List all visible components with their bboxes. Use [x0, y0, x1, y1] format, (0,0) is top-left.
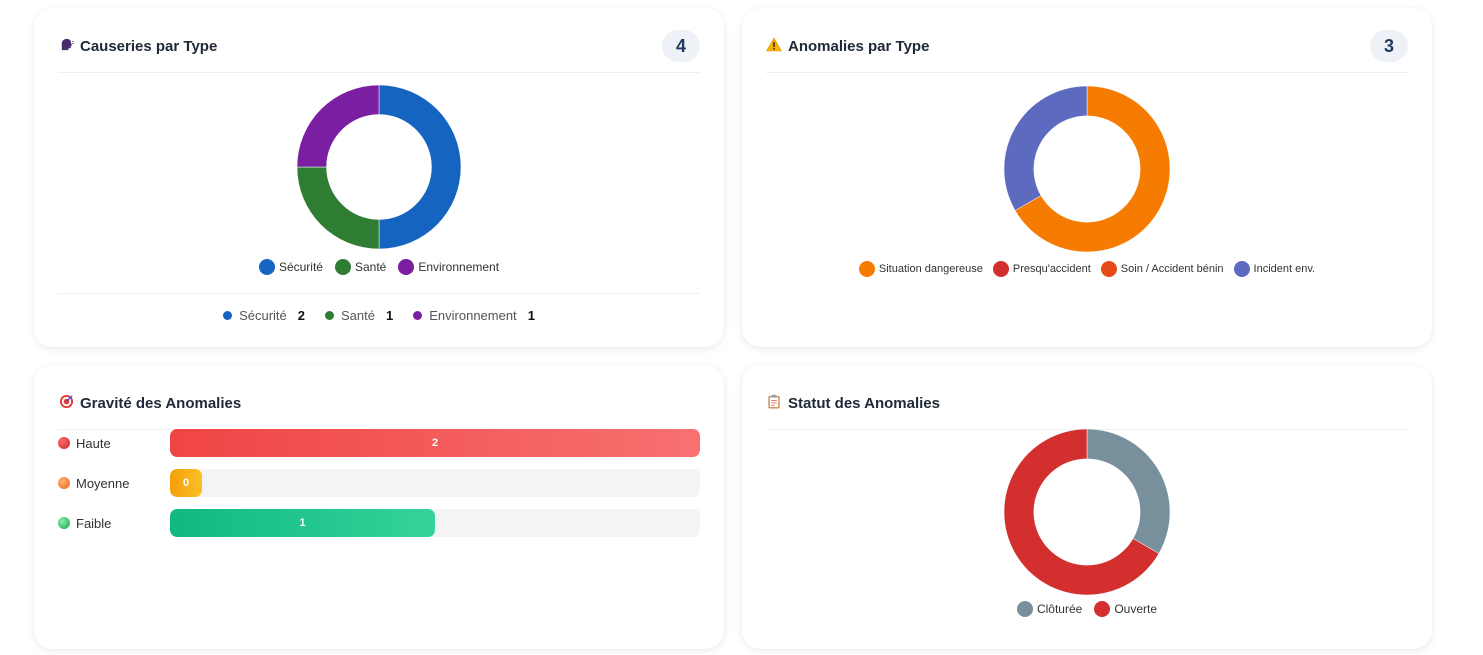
legend-item[interactable]: Situation dangereuse — [858, 261, 983, 277]
legend-dot — [258, 259, 275, 275]
severity-row-faible: Faible 1 — [58, 509, 700, 537]
legend-item[interactable]: Environnement — [398, 259, 499, 275]
severity-bar-track: 2 — [170, 429, 700, 457]
green-circle-icon — [58, 517, 70, 529]
chart-legend: Sécurité Santé Environnement — [34, 259, 724, 275]
card-title: Gravité des Anomalies — [80, 394, 242, 412]
donut-chart-anomalies-type — [1003, 85, 1171, 253]
causeries-summary: Sécurité 2 Santé 1 Environnement 1 — [34, 308, 724, 323]
severity-bar-track: 1 — [170, 509, 700, 537]
legend-dot — [334, 259, 351, 275]
legend-item[interactable]: Soin / Accident bénin — [1100, 261, 1224, 277]
card-title: Anomalies par Type — [788, 37, 930, 55]
legend-item[interactable]: Ouverte — [1094, 601, 1157, 617]
statut-card: Statut des Anomalies Clôturée Ouverte — [742, 365, 1432, 649]
donut-slice-ouverte[interactable] — [1003, 428, 1160, 596]
clipboard-icon — [766, 394, 782, 412]
card-title: Statut des Anomalies — [788, 394, 940, 412]
legend-item[interactable]: Sécurité — [258, 259, 323, 275]
causeries-header: Causeries par Type 4 — [58, 28, 700, 73]
divider — [58, 293, 700, 294]
card-title: Causeries par Type — [80, 37, 218, 55]
summary-item: Sécurité 2 — [223, 308, 305, 323]
severity-bar-track: 0 — [170, 469, 700, 497]
severity-row-moyenne: Moyenne 0 — [58, 469, 700, 497]
donut-slice-sécurité[interactable] — [378, 84, 462, 250]
count-badge: 3 — [1370, 30, 1408, 62]
legend-dot — [398, 259, 415, 275]
donut-slice-clôturée[interactable] — [1086, 428, 1171, 554]
legend-item[interactable]: Clôturée — [1016, 601, 1082, 617]
orange-circle-icon — [58, 477, 70, 489]
gravite-card: Gravité des Anomalies Haute 2 Moyenne 0 … — [34, 365, 724, 649]
severity-bar-haute: 2 — [170, 429, 700, 457]
causeries-card: Causeries par Type 4 Sécurité Santé Envi… — [34, 8, 724, 347]
donut-slice-environnement[interactable] — [296, 84, 380, 168]
legend-dot — [1100, 261, 1117, 277]
gravite-header: Gravité des Anomalies — [58, 385, 700, 430]
red-circle-icon — [58, 437, 70, 449]
anomalies-type-header: Anomalies par Type 3 — [765, 28, 1408, 73]
count-badge: 4 — [662, 30, 700, 62]
donut-chart-statut — [1003, 428, 1171, 596]
donut-chart-causeries — [296, 84, 462, 250]
summary-item: Environnement 1 — [413, 308, 535, 323]
speaking-head-icon — [58, 37, 74, 55]
anomalies-type-card: Anomalies par Type 3 Situation dangereus… — [742, 8, 1432, 347]
legend-dot — [1233, 261, 1250, 277]
legend-item[interactable]: Incident env. — [1233, 261, 1315, 277]
severity-row-haute: Haute 2 — [58, 429, 700, 457]
legend-item[interactable]: Presqu'accident — [992, 261, 1091, 277]
severity-bar-faible: 1 — [170, 509, 435, 537]
target-icon — [58, 394, 74, 412]
legend-item[interactable]: Santé — [334, 259, 386, 275]
donut-slice-situation-dangereuse[interactable] — [1014, 85, 1171, 253]
warning-icon — [765, 37, 783, 55]
legend-dot — [1094, 601, 1111, 617]
chart-legend: Situation dangereuse Presqu'accident Soi… — [742, 261, 1432, 277]
statut-header: Statut des Anomalies — [766, 385, 1408, 430]
summary-item: Santé 1 — [325, 308, 393, 323]
donut-slice-santé[interactable] — [296, 166, 380, 250]
legend-dot — [992, 261, 1009, 277]
legend-dot — [1016, 601, 1033, 617]
severity-bar-moyenne: 0 — [170, 469, 202, 497]
donut-slice-incident-env-[interactable] — [1003, 85, 1088, 211]
legend-dot — [858, 261, 875, 277]
chart-legend: Clôturée Ouverte — [742, 601, 1432, 617]
